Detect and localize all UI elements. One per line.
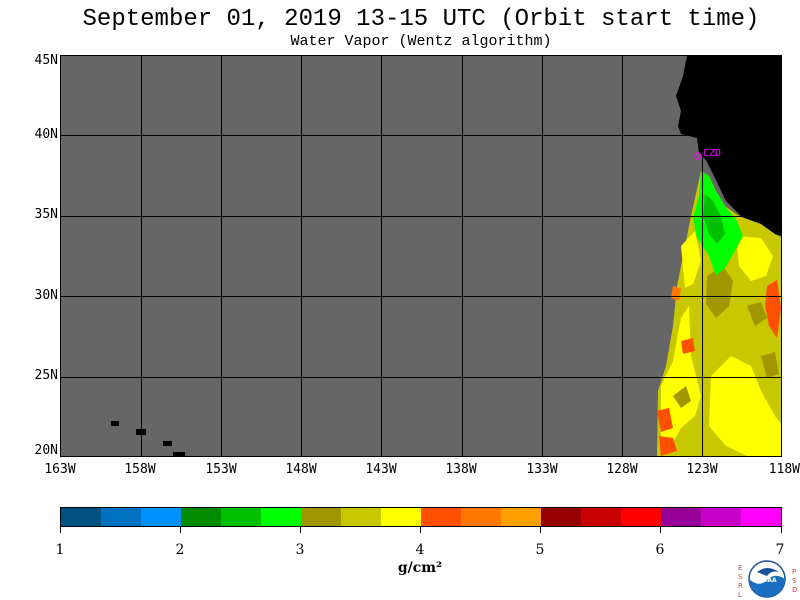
colorbar-label: 7	[775, 542, 785, 558]
noaa-bird-icon	[757, 568, 779, 576]
map-canvas: CZD	[61, 56, 781, 456]
swath-olive	[673, 386, 691, 408]
map-subtitle: Water Vapor (Wentz algorithm)	[290, 33, 552, 50]
swath-orange	[765, 280, 781, 338]
swath-orange	[659, 436, 677, 456]
colorbar-label: 1	[55, 542, 65, 558]
colorbar-swatch	[141, 508, 181, 526]
colorbar-tick	[180, 527, 181, 533]
colorbar-swatch	[381, 508, 421, 526]
graticule	[61, 56, 781, 456]
noaa-logo: E S R L P S D NOAA	[738, 560, 797, 599]
logo-letter-left: L	[738, 591, 742, 599]
colorbar-swatch	[581, 508, 621, 526]
water-vapor-map: CZD	[60, 55, 782, 457]
colorbar-swatch	[341, 508, 381, 526]
map-title: September 01, 2019 13-15 UTC (Orbit star…	[82, 6, 760, 33]
colorbar-swatch	[261, 508, 301, 526]
colorbar-units: g/cm²	[397, 560, 443, 576]
logo-letter-right: P	[792, 568, 796, 576]
colorbar	[60, 507, 782, 527]
lat-label: 25N	[34, 368, 58, 383]
island-hawaii	[173, 452, 185, 456]
lon-label: 128W	[606, 462, 638, 477]
lat-label: 45N	[34, 53, 58, 68]
swath-olive	[747, 302, 767, 326]
colorbar-swatch	[461, 508, 501, 526]
colorbar-label: 3	[295, 542, 305, 558]
colorbar-tick	[420, 527, 421, 533]
island-maui	[163, 441, 172, 446]
swath-yellow	[681, 231, 701, 288]
colorbar-swatch	[701, 508, 741, 526]
colorbar-tick	[660, 527, 661, 533]
colorbar-tick	[540, 527, 541, 533]
colorbar-swatch	[301, 508, 341, 526]
colorbar-label: 5	[535, 542, 545, 558]
station-label: CZD	[703, 148, 721, 159]
lat-label: 35N	[34, 207, 58, 222]
lon-label: 133W	[526, 462, 558, 477]
swath-yellow	[709, 356, 781, 456]
colorbar-swatch	[621, 508, 661, 526]
colorbar-swatch	[661, 508, 701, 526]
lat-label: 30N	[34, 288, 58, 303]
lon-label: 118W	[768, 462, 800, 477]
lon-label: 123W	[686, 462, 718, 477]
colorbar-swatch	[61, 508, 101, 526]
swath-orange	[681, 338, 695, 354]
logo-letter-right: S	[792, 577, 797, 585]
colorbar-tick	[781, 527, 782, 533]
logo-letter-left: S	[738, 573, 743, 581]
colorbar-tick	[300, 527, 301, 533]
station-marker	[694, 152, 702, 160]
colorbar-swatch	[101, 508, 141, 526]
lon-label: 148W	[285, 462, 317, 477]
colorbar-swatch	[421, 508, 461, 526]
noaa-wave-icon	[749, 575, 785, 597]
colorbar-swatch	[501, 508, 541, 526]
swath-orange	[671, 286, 681, 301]
colorbar-swatch	[541, 508, 581, 526]
colorbar-label: 4	[415, 542, 425, 558]
lat-label: 40N	[34, 127, 58, 142]
lon-label: 158W	[124, 462, 156, 477]
lon-label: 138W	[445, 462, 477, 477]
logo-letter-right: D	[792, 586, 797, 594]
swath-orange	[657, 408, 673, 432]
swath-olive	[706, 266, 733, 318]
island-kauai	[111, 421, 119, 426]
colorbar-tick	[60, 527, 61, 533]
colorbar-swatch	[221, 508, 261, 526]
colorbar-swatch	[741, 508, 781, 526]
swath-olive	[761, 352, 779, 378]
logo-letter-left: R	[738, 582, 743, 590]
lon-label: 163W	[44, 462, 76, 477]
colorbar-label: 6	[655, 542, 665, 558]
colorbar-label: 2	[175, 542, 185, 558]
logo-center-text: NOAA	[757, 577, 777, 584]
lat-label: 20N	[34, 443, 58, 458]
colorbar-swatch	[181, 508, 221, 526]
swath-yellow	[736, 236, 773, 281]
swath-yellow	[661, 306, 701, 451]
lon-label: 153W	[205, 462, 237, 477]
logo-letter-left: E	[738, 564, 742, 572]
swath-green-dark	[703, 194, 725, 244]
lon-label: 143W	[365, 462, 397, 477]
